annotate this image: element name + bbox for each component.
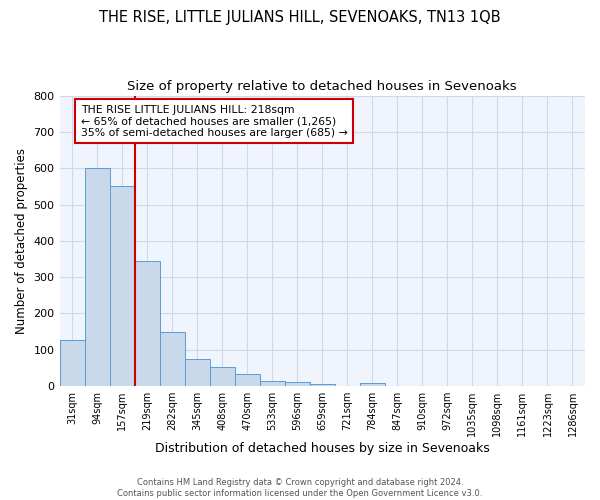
Bar <box>360 383 385 386</box>
Bar <box>209 367 235 386</box>
Bar <box>285 382 310 386</box>
Y-axis label: Number of detached properties: Number of detached properties <box>15 148 28 334</box>
Bar <box>160 332 185 386</box>
Title: Size of property relative to detached houses in Sevenoaks: Size of property relative to detached ho… <box>127 80 517 93</box>
Text: THE RISE LITTLE JULIANS HILL: 218sqm
← 65% of detached houses are smaller (1,265: THE RISE LITTLE JULIANS HILL: 218sqm ← 6… <box>81 104 347 138</box>
X-axis label: Distribution of detached houses by size in Sevenoaks: Distribution of detached houses by size … <box>155 442 490 455</box>
Bar <box>110 186 134 386</box>
Text: Contains HM Land Registry data © Crown copyright and database right 2024.
Contai: Contains HM Land Registry data © Crown c… <box>118 478 482 498</box>
Bar <box>134 261 160 386</box>
Bar <box>59 340 85 386</box>
Bar <box>185 359 209 386</box>
Bar <box>85 168 110 386</box>
Text: THE RISE, LITTLE JULIANS HILL, SEVENOAKS, TN13 1QB: THE RISE, LITTLE JULIANS HILL, SEVENOAKS… <box>99 10 501 25</box>
Bar <box>310 384 335 386</box>
Bar <box>235 374 260 386</box>
Bar <box>260 382 285 386</box>
